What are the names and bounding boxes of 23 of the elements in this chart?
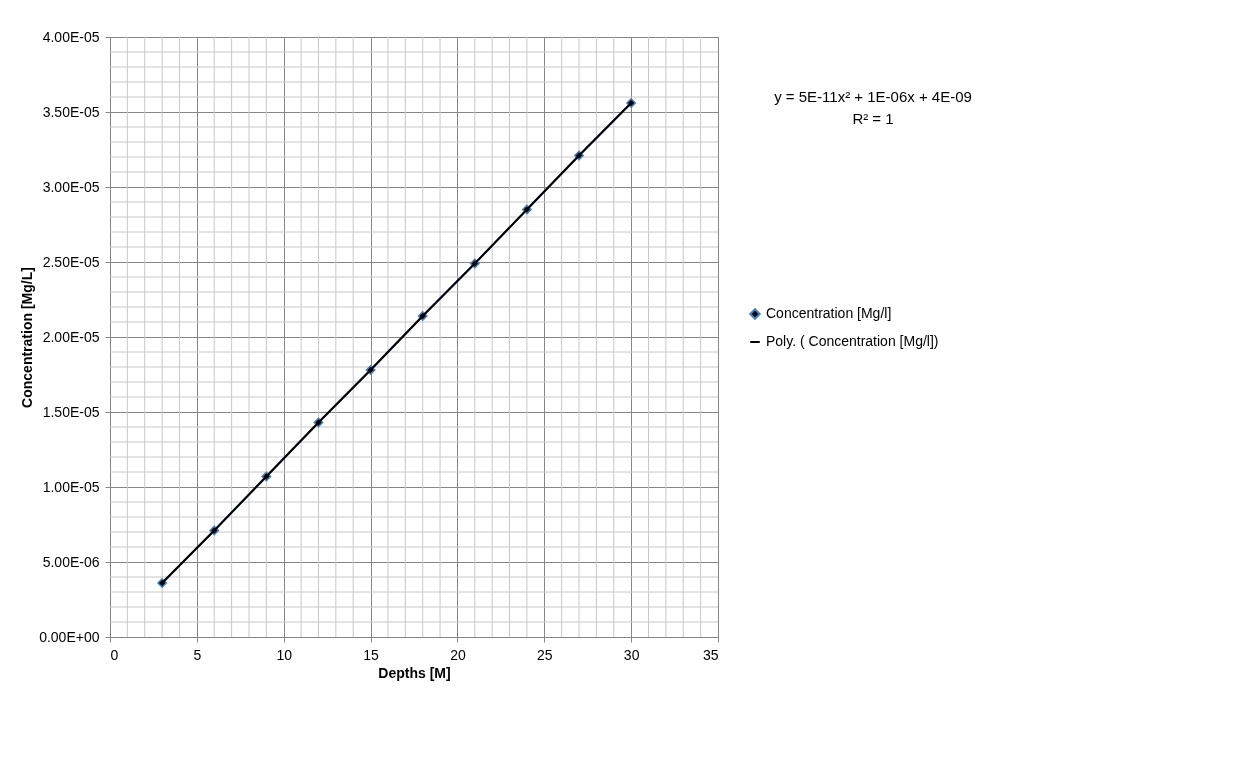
y-axis-title: Concentration [Mg/L] xyxy=(19,267,36,408)
y-tick-label: 2.50E-05 xyxy=(42,253,100,270)
y-tick-label: 2.00E-05 xyxy=(42,328,100,345)
x-axis-title: Depths [M] xyxy=(378,664,451,681)
y-tick-label: 1.00E-05 xyxy=(42,478,100,495)
x-tick-label: 35 xyxy=(702,646,719,663)
text: R² = 1 xyxy=(852,110,894,127)
x-tick-label: 30 xyxy=(623,646,640,663)
y-tick-label: 3.50E-05 xyxy=(42,103,100,120)
text: y = 5E-11x² + 1E-06x + 4E-09 xyxy=(774,88,972,105)
x-tick-label: 5 xyxy=(193,646,202,663)
x-tick-label: 25 xyxy=(537,646,553,663)
y-tick-label: 4.00E-05 xyxy=(42,28,100,45)
y-tick-label: 5.00E-06 xyxy=(42,553,100,570)
y-tick-label: 0.00E+00 xyxy=(39,628,100,645)
y-tick-label: 1.50E-05 xyxy=(42,403,100,420)
y-tick-label: 3.00E-05 xyxy=(42,178,100,195)
x-tick-label: 20 xyxy=(450,646,466,663)
x-tick-label: 15 xyxy=(363,646,380,663)
x-tick-label: 0 xyxy=(110,646,119,663)
legend-label: Poly. ( Concentration [Mg/l]) xyxy=(766,333,939,349)
x-tick-label: 10 xyxy=(276,646,293,663)
legend-label: Concentration [Mg/l] xyxy=(766,305,892,321)
